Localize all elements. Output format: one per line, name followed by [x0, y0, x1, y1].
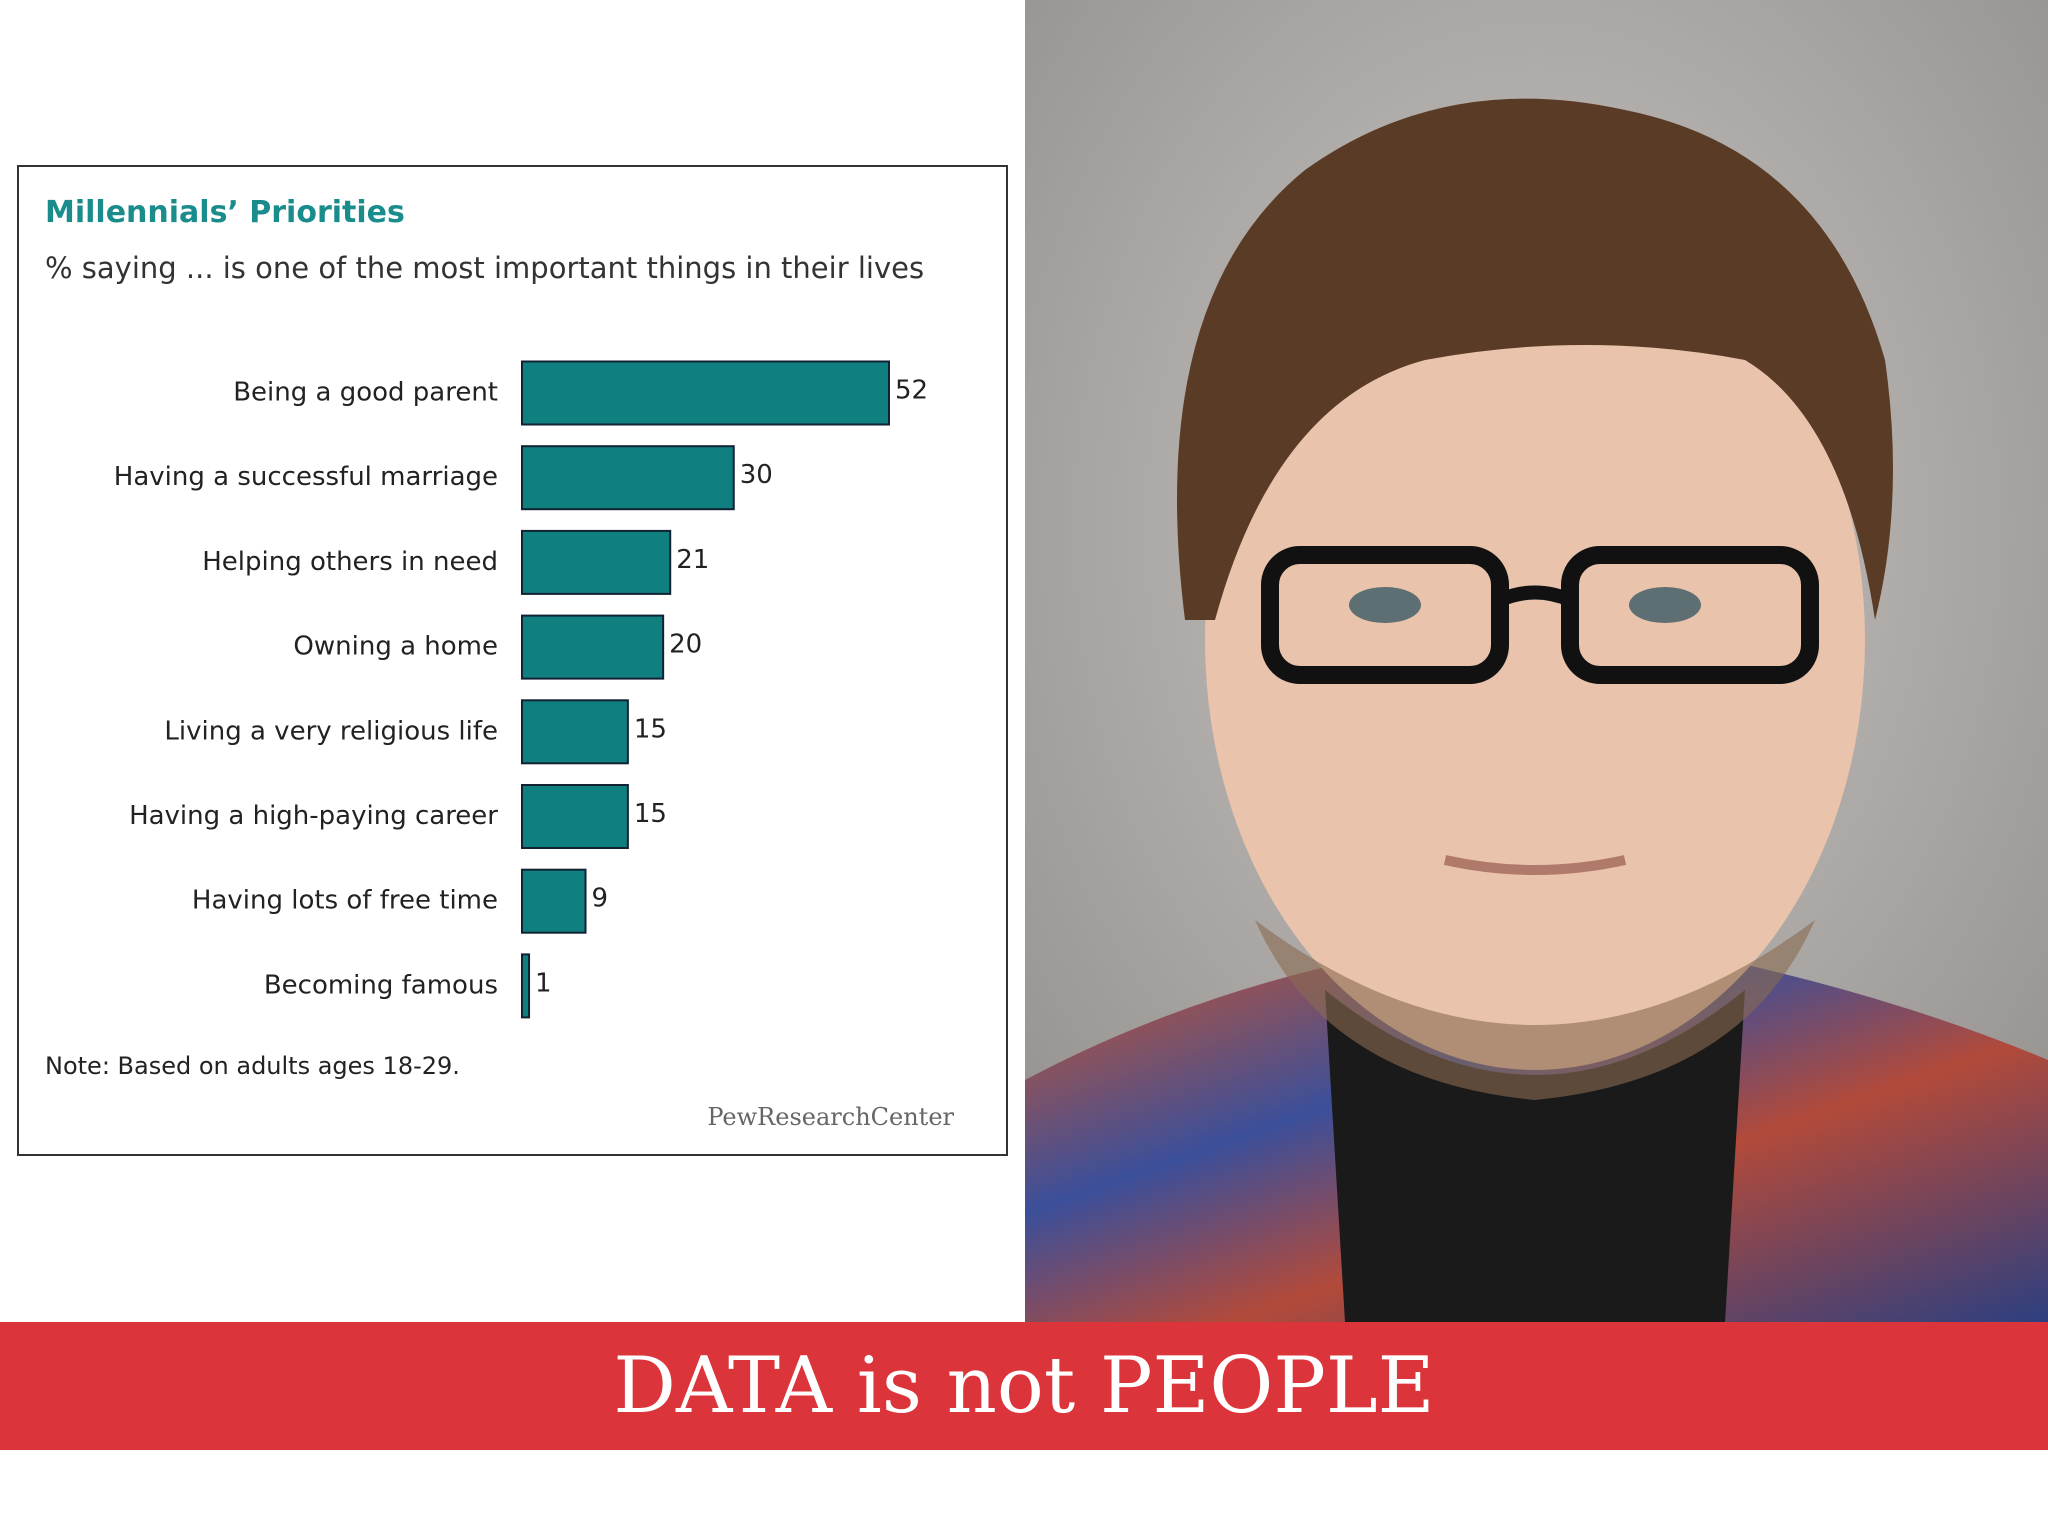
chart-title: Millennials’ Priorities: [45, 195, 405, 230]
category-label: Owning a home: [293, 632, 498, 662]
value-label: 52: [895, 376, 928, 406]
chart-source: PewResearchCenter: [707, 1103, 954, 1131]
value-label: 1: [535, 968, 552, 998]
category-label: Living a very religious life: [164, 716, 498, 746]
value-label: 30: [740, 460, 773, 490]
bar: [521, 614, 665, 680]
bar: [521, 699, 629, 765]
banner: DATA is not PEOPLE: [0, 1322, 2048, 1450]
bar: [521, 360, 890, 426]
category-label: Having a successful marriage: [114, 462, 498, 492]
value-label: 21: [676, 545, 709, 575]
category-label: Having lots of free time: [192, 886, 498, 916]
banner-text: DATA is not PEOPLE: [613, 1341, 1435, 1431]
category-label: Helping others in need: [202, 547, 498, 577]
category-label: Being a good parent: [233, 378, 498, 408]
portrait-photo: [1025, 0, 2048, 1322]
chart-subtitle: % saying ... is one of the most importan…: [45, 251, 925, 285]
chart-panel: Being a good parent 52 Having a successful…: [17, 165, 1008, 1156]
value-label: 15: [634, 799, 667, 829]
value-label: 15: [634, 714, 667, 744]
bar: [521, 445, 735, 511]
bar: [521, 953, 531, 1019]
chart: Being a good parent 52 Having a successful…: [114, 360, 928, 1019]
value-label: 9: [592, 884, 609, 914]
chart-note: Note: Based on adults ages 18-29.: [45, 1052, 460, 1080]
bar: [521, 784, 629, 849]
category-label: Having a high-paying career: [129, 801, 498, 831]
bar: [521, 529, 672, 595]
value-label: 20: [669, 630, 702, 660]
category-label: Becoming famous: [264, 970, 498, 1000]
bar: [521, 868, 587, 934]
